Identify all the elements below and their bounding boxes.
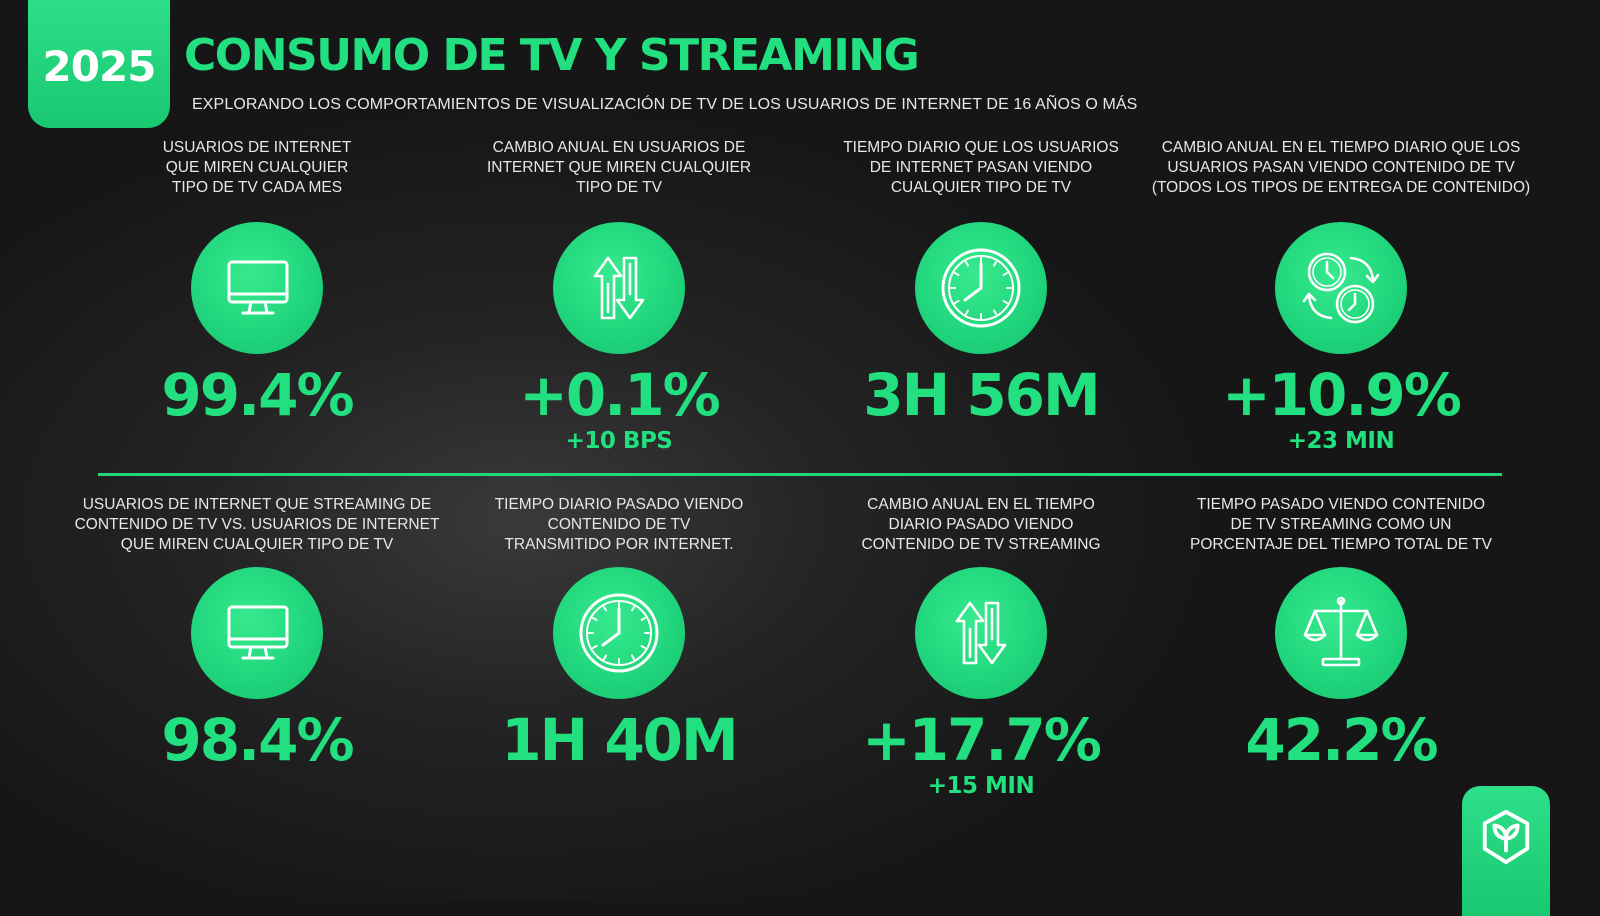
year-badge: 2025: [28, 0, 170, 128]
stat-streaming-share: TIEMPO PASADO VIENDO CONTENIDO DE TV STR…: [1161, 495, 1521, 773]
stat-description: TIEMPO DIARIO PASADO VIENDO CONTENIDO DE…: [494, 496, 744, 553]
leaf-logo-icon: [1462, 786, 1550, 916]
stat-daily-streaming-time: TIEMPO DIARIO PASADO VIENDO CONTENIDO DE…: [439, 495, 799, 773]
stat-streaming-vs-tv-viewers: USUARIOS DE INTERNET QUE STREAMING DE CO…: [67, 495, 447, 773]
stat-description: CAMBIO ANUAL EN EL TIEMPO DIARIO QUE LOS…: [1151, 139, 1531, 196]
stat-description: USUARIOS DE INTERNET QUE STREAMING DE CO…: [74, 496, 440, 553]
monitor-icon: [191, 222, 323, 354]
stat-description: TIEMPO PASADO VIENDO CONTENIDO DE TV STR…: [1189, 496, 1493, 553]
stat-value: 1H 40M: [501, 706, 739, 774]
stat-annual-change-viewers: CAMBIO ANUAL EN USUARIOS DE INTERNET QUE…: [439, 138, 799, 454]
up-down-arrows-icon: [553, 222, 685, 354]
stat-subvalue: +10 BPS: [565, 428, 673, 454]
clock-icon: [915, 222, 1047, 354]
stat-value: 42.2%: [1245, 706, 1438, 774]
stat-annual-change-time: CAMBIO ANUAL EN EL TIEMPO DIARIO QUE LOS…: [1141, 138, 1541, 454]
stat-description: USUARIOS DE INTERNET QUE MIREN CUALQUIER…: [162, 139, 352, 196]
stat-daily-tv-time: TIEMPO DIARIO QUE LOS USUARIOS DE INTERN…: [801, 138, 1161, 428]
monitor-icon: [191, 567, 323, 699]
section-divider: [98, 473, 1502, 476]
page-title: CONSUMO DE TV Y STREAMING: [184, 30, 920, 81]
stat-value: +10.9%: [1222, 361, 1462, 429]
stat-description: CAMBIO ANUAL EN EL TIEMPO DIARIO PASADO …: [861, 496, 1101, 553]
stat-subvalue: +15 MIN: [927, 773, 1035, 799]
clock-icon: [553, 567, 685, 699]
stat-value: +0.1%: [519, 361, 720, 429]
stat-subvalue: +23 MIN: [1287, 428, 1395, 454]
up-down-arrows-icon: [915, 567, 1047, 699]
stat-value: 99.4%: [161, 361, 354, 429]
stat-annual-change-streaming-time: CAMBIO ANUAL EN EL TIEMPO DIARIO PASADO …: [801, 495, 1161, 799]
stat-value: +17.7%: [862, 706, 1102, 774]
stat-description: CAMBIO ANUAL EN USUARIOS DE INTERNET QUE…: [486, 139, 752, 196]
scale-icon: [1275, 567, 1407, 699]
clocks-cycle-icon: [1275, 222, 1407, 354]
stat-description: TIEMPO DIARIO QUE LOS USUARIOS DE INTERN…: [843, 139, 1119, 196]
page-subtitle: EXPLORANDO LOS COMPORTAMIENTOS DE VISUAL…: [192, 96, 1138, 113]
stat-value: 3H 56M: [863, 361, 1101, 429]
stat-value: 98.4%: [161, 706, 354, 774]
year-label: 2025: [42, 41, 157, 91]
stat-monthly-tv-viewers: USUARIOS DE INTERNET QUE MIREN CUALQUIER…: [77, 138, 437, 428]
